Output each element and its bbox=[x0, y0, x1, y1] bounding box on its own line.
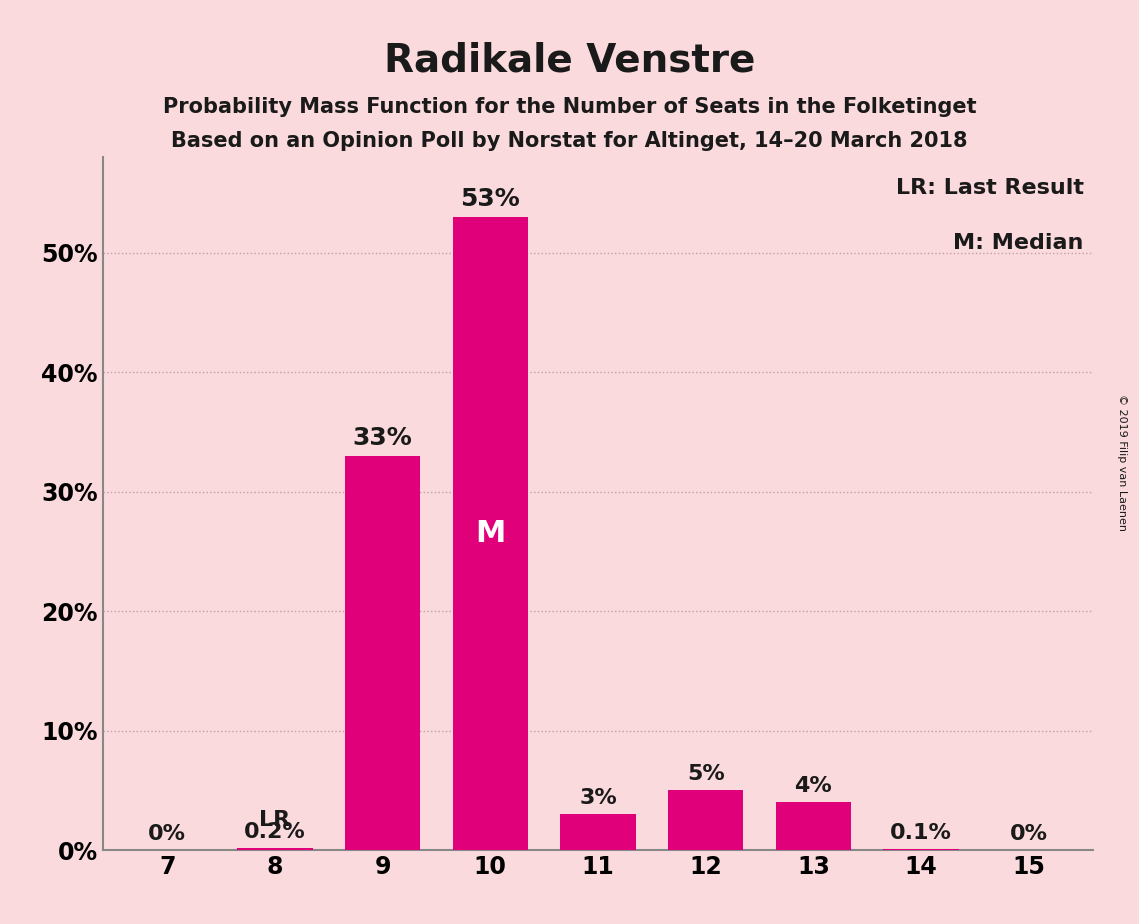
Text: Radikale Venstre: Radikale Venstre bbox=[384, 42, 755, 79]
Text: 5%: 5% bbox=[687, 764, 724, 784]
Text: Probability Mass Function for the Number of Seats in the Folketinget: Probability Mass Function for the Number… bbox=[163, 97, 976, 117]
Text: 53%: 53% bbox=[460, 187, 521, 211]
Bar bbox=[452, 217, 528, 850]
Bar bbox=[345, 456, 420, 850]
Text: 0.2%: 0.2% bbox=[244, 821, 305, 842]
Text: M: M bbox=[475, 519, 506, 548]
Bar bbox=[776, 802, 851, 850]
Text: M: Median: M: Median bbox=[953, 234, 1083, 253]
Text: © 2019 Filip van Laenen: © 2019 Filip van Laenen bbox=[1117, 394, 1126, 530]
Text: 33%: 33% bbox=[353, 426, 412, 450]
Text: LR: Last Result: LR: Last Result bbox=[895, 177, 1083, 198]
Text: LR: LR bbox=[260, 809, 290, 830]
Text: 0%: 0% bbox=[1010, 824, 1048, 845]
Text: 4%: 4% bbox=[795, 776, 833, 796]
Bar bbox=[884, 849, 959, 850]
Text: 0.1%: 0.1% bbox=[891, 823, 952, 843]
Text: 0%: 0% bbox=[148, 824, 186, 845]
Text: 3%: 3% bbox=[579, 788, 617, 808]
Text: Based on an Opinion Poll by Norstat for Altinget, 14–20 March 2018: Based on an Opinion Poll by Norstat for … bbox=[171, 131, 968, 152]
Bar bbox=[237, 847, 312, 850]
Bar bbox=[667, 790, 744, 850]
Bar bbox=[560, 814, 636, 850]
